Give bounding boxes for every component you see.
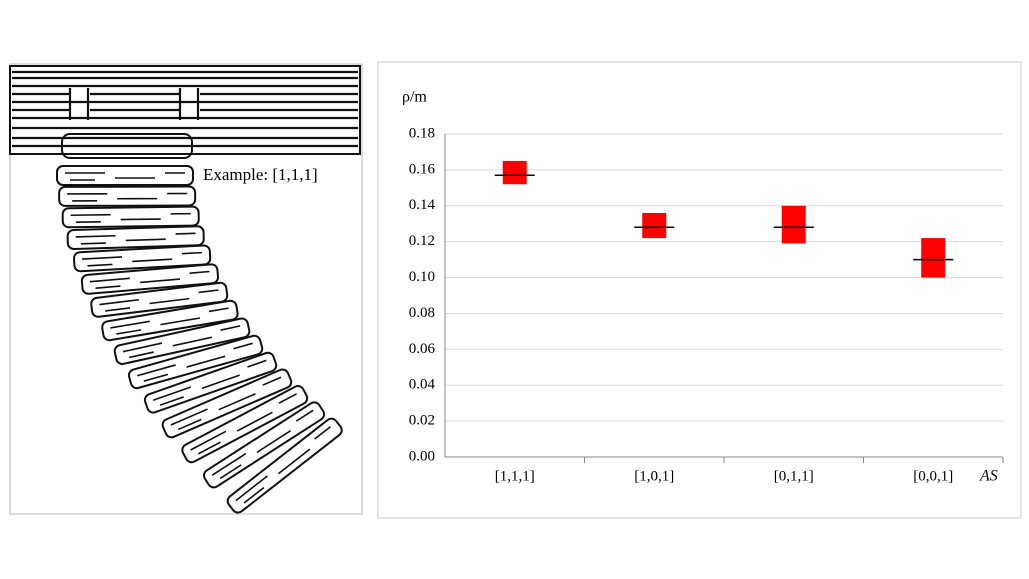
brick-row	[226, 417, 343, 514]
brick-texture	[67, 192, 188, 202]
brick-texture	[190, 393, 297, 455]
y-tick-label: 0.04	[409, 377, 436, 393]
brick-row	[161, 368, 293, 439]
brick	[161, 368, 293, 439]
brick-row	[181, 385, 309, 464]
image-annotation: Example: [1,1,1]	[203, 165, 318, 184]
brick-texture	[70, 212, 191, 223]
brick-row	[66, 225, 205, 251]
x-tick-label: [1,0,1]	[634, 468, 674, 484]
brick	[181, 385, 309, 464]
y-tick-label: 0.00	[409, 448, 435, 464]
brick-row	[61, 205, 200, 229]
brick	[113, 317, 251, 365]
brick	[202, 401, 326, 489]
brick-row	[58, 185, 197, 207]
x-axis-label: AS	[979, 468, 998, 485]
brick-row	[73, 244, 212, 273]
brick-texture	[152, 359, 267, 406]
brick-texture	[235, 426, 331, 504]
range-bar	[921, 238, 946, 278]
brick-row	[143, 351, 278, 414]
column-cap	[61, 133, 193, 159]
y-tick-label: 0.12	[409, 233, 435, 249]
edge-image: Example: [1,1,1]	[9, 63, 363, 515]
brick-texture	[170, 376, 282, 431]
brick-texture	[122, 325, 241, 359]
brick-row	[56, 165, 194, 186]
brick-texture	[136, 342, 253, 382]
brick	[73, 244, 212, 273]
y-tick-label: 0.18	[409, 125, 435, 141]
brick	[143, 351, 278, 414]
brick-row	[127, 334, 264, 390]
brick-row	[101, 299, 239, 342]
x-tick-label: [0,1,1]	[774, 468, 814, 484]
brick-row	[90, 281, 229, 318]
range-bar	[781, 205, 806, 244]
y-tick-label: 0.14	[409, 197, 436, 213]
brick-row	[113, 317, 251, 365]
brick-texture	[89, 270, 210, 290]
brick	[127, 334, 264, 390]
beam-lines	[12, 70, 358, 148]
brick-texture	[211, 409, 314, 480]
y-tick-label: 0.08	[409, 305, 435, 321]
brick	[58, 185, 197, 207]
y-axis-label: ρ/m	[402, 89, 427, 106]
y-tick-label: 0.06	[409, 341, 436, 357]
brick-texture	[65, 172, 185, 181]
y-tick-label: 0.10	[409, 269, 435, 285]
brick-row	[80, 263, 220, 295]
range-bar	[642, 212, 667, 239]
brick-texture	[99, 289, 219, 312]
range-bar	[502, 160, 527, 185]
beam-posts	[68, 88, 200, 120]
y-tick-label: 0.02	[409, 413, 435, 429]
brick	[80, 263, 220, 295]
brick-texture	[75, 232, 196, 245]
chart-frame	[377, 61, 1022, 519]
x-tick-label: [1,1,1]	[495, 468, 535, 484]
brick	[101, 299, 239, 342]
brick	[66, 225, 205, 251]
x-tick-label: [0,0,1]	[913, 468, 953, 484]
brick	[61, 205, 200, 229]
brick	[56, 165, 194, 186]
brick	[90, 281, 229, 318]
brick-texture	[110, 307, 229, 335]
brick-texture	[82, 251, 202, 267]
y-tick-label: 0.16	[409, 161, 436, 177]
brick-row	[202, 401, 326, 489]
brick	[226, 417, 343, 514]
